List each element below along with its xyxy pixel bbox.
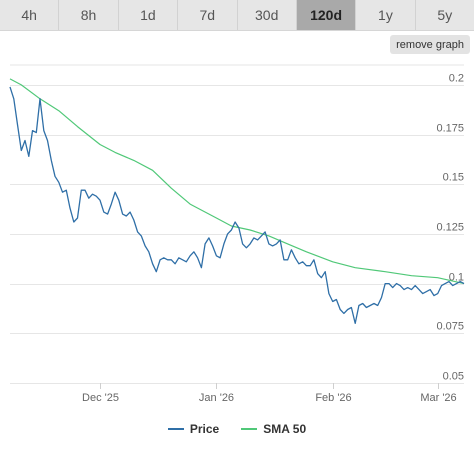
remove-graph-button[interactable]: remove graph — [390, 35, 470, 54]
tab-7d[interactable]: 7d — [178, 0, 238, 30]
tab-5y[interactable]: 5y — [437, 7, 453, 23]
y-tick-label: 0.175 — [436, 123, 464, 135]
legend-label-price: Price — [189, 422, 220, 436]
y-tick-label: 0.125 — [436, 222, 464, 234]
legend-item-sma[interactable]: SMA 50 — [241, 422, 306, 436]
timeframe-tabs: 4h 8h 1d 7d 30d 120d 1y 5y — [0, 0, 474, 31]
tab-4h[interactable]: 4h — [0, 0, 60, 30]
sma-line-swatch — [241, 428, 258, 430]
x-tick-label: Feb '26 — [315, 392, 351, 404]
tab-120d[interactable]: 120d — [296, 0, 357, 30]
x-tick-label: Mar '26 — [420, 392, 456, 404]
legend-label-sma: SMA 50 — [263, 422, 307, 436]
price-line-swatch — [167, 428, 184, 430]
y-tick-label: 0.15 — [443, 172, 464, 184]
y-tick-label: 0.05 — [443, 371, 464, 383]
tab-8h[interactable]: 8h — [59, 0, 119, 30]
tab-1y[interactable]: 1y — [356, 0, 416, 30]
y-tick-label: 0.2 — [449, 73, 464, 85]
chart-legend: Price SMA 50 — [0, 420, 474, 438]
y-tick-label: 0.075 — [436, 321, 464, 333]
x-tick-label: Jan '26 — [199, 392, 234, 404]
legend-item-price[interactable]: Price — [167, 422, 220, 436]
sma-series-line — [9, 78, 465, 285]
tab-1d[interactable]: 1d — [119, 0, 179, 30]
x-tick-label: Dec '25 — [82, 392, 119, 404]
price-series-line — [9, 86, 465, 325]
tab-30d[interactable]: 30d — [238, 0, 297, 30]
